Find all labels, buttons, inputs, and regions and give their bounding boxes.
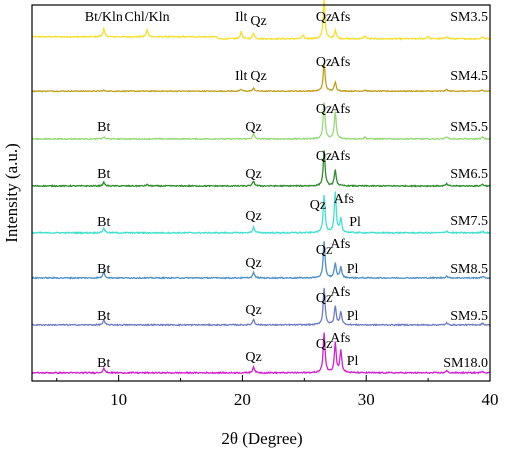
- peak-label: Afs: [330, 285, 350, 300]
- trace-sm6-5: [31, 150, 491, 188]
- trace-sm7-5: [31, 191, 491, 235]
- peak-label: Qz: [245, 303, 261, 318]
- sample-label: SM9.5: [450, 309, 488, 324]
- peak-label: Qz: [245, 350, 261, 365]
- peak-label: Qz: [316, 337, 332, 352]
- trace-sm8-5: [31, 241, 491, 280]
- peak-label: Qz: [316, 102, 332, 117]
- sample-label: SM18.0: [443, 356, 488, 371]
- peak-label: Pl: [347, 309, 359, 324]
- peak-label: Afs: [330, 237, 350, 252]
- plot-frame: [31, 4, 491, 382]
- trace-sm3-5: [31, 0, 491, 41]
- peak-label: Qz: [316, 10, 332, 25]
- peak-label: Bt: [97, 356, 110, 371]
- peak-label: Afs: [330, 149, 350, 164]
- peak-label: Qz: [316, 149, 332, 164]
- peak-label: Qz: [245, 167, 261, 182]
- sample-label: SM5.5: [450, 120, 488, 135]
- x-tick-label: 30: [358, 390, 375, 409]
- peak-label: Qz: [245, 209, 261, 224]
- trace-sm9-5: [31, 287, 491, 327]
- peak-label: Ilt: [235, 69, 248, 84]
- peak-label: Bt: [97, 262, 110, 277]
- peak-label: Afs: [330, 331, 350, 346]
- trace-sm5-5: [31, 102, 491, 141]
- peak-label: Afs: [330, 10, 350, 25]
- peak-label: Ilt: [235, 10, 248, 25]
- peak-label: Afs: [330, 55, 350, 70]
- sample-label: SM4.5: [450, 69, 488, 84]
- peak-label: Qz: [245, 256, 261, 271]
- sample-label: SM8.5: [450, 262, 488, 277]
- trace-sm18-0: [31, 332, 491, 375]
- peak-label: Bt: [97, 120, 110, 135]
- x-tick-label: 20: [234, 390, 251, 409]
- peak-label: Afs: [330, 102, 350, 117]
- x-tick-label: 40: [482, 390, 499, 409]
- sample-label: SM7.5: [450, 214, 488, 229]
- peak-label: Bt: [97, 215, 110, 230]
- x-axis-ticks: 10 20 30 40: [56, 375, 499, 409]
- trace-sm4-5: [31, 62, 491, 93]
- peak-label: Pl: [347, 262, 359, 277]
- sample-label: SM6.5: [450, 167, 488, 182]
- peak-label: Qz: [245, 120, 261, 135]
- peak-label: Qz: [316, 243, 332, 258]
- peak-label: Bt/Kln: [85, 10, 123, 25]
- y-axis-title: Intensity (a.u.): [2, 143, 21, 243]
- peak-label: Qz: [316, 55, 332, 70]
- peak-label: Qz: [310, 198, 326, 213]
- peak-label: Pl: [349, 215, 361, 230]
- pattern-traces: [31, 0, 491, 375]
- peak-label: Chl/Kln: [125, 10, 170, 25]
- peak-label: Qz: [250, 14, 266, 29]
- peak-label: Pl: [347, 354, 359, 369]
- peak-label: Bt: [97, 309, 110, 324]
- sample-labels: SM3.5 SM4.5 SM5.5 SM6.5 SM7.5 SM8.5 SM9.5 SM18.…: [443, 10, 488, 371]
- x-axis-title: 2θ (Degree): [221, 429, 302, 448]
- sample-label: SM3.5: [450, 10, 488, 25]
- peak-label: Qz: [250, 69, 266, 84]
- peak-label: Bt: [97, 167, 110, 182]
- peak-label: Qz: [316, 291, 332, 306]
- peak-label: Afs: [334, 192, 354, 207]
- x-tick-label: 10: [110, 390, 127, 409]
